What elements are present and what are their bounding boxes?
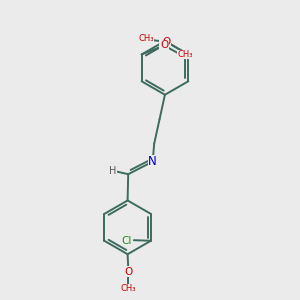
- Text: O: O: [124, 266, 132, 277]
- Text: O: O: [163, 37, 171, 47]
- Text: CH₃: CH₃: [177, 50, 193, 59]
- Text: CH₃: CH₃: [138, 34, 154, 43]
- Text: O: O: [160, 40, 168, 50]
- Text: Cl: Cl: [121, 236, 132, 246]
- Text: H: H: [109, 166, 116, 176]
- Text: CH₃: CH₃: [121, 284, 136, 293]
- Text: N: N: [148, 155, 157, 168]
